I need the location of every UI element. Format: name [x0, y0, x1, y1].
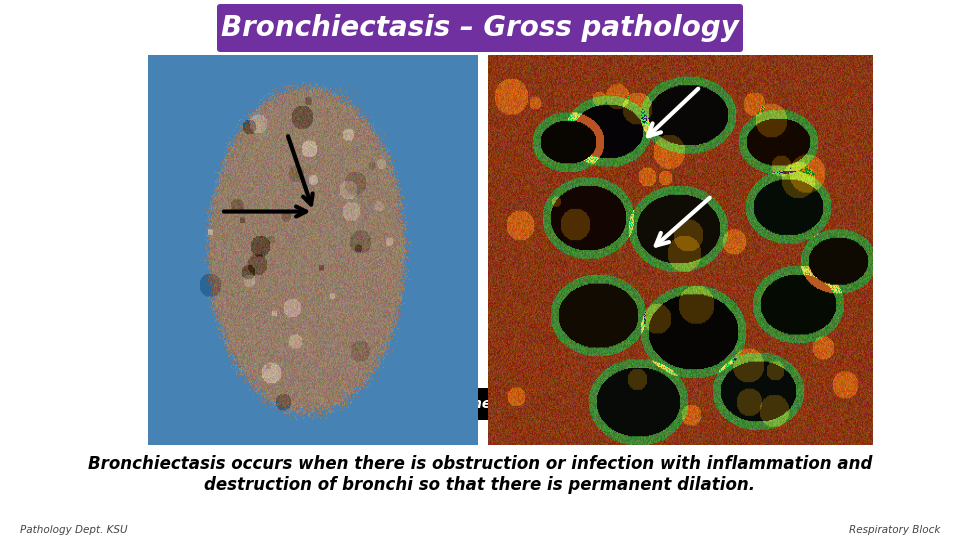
Text: Bronchiectasis – Gross pathology: Bronchiectasis – Gross pathology [221, 14, 739, 42]
Text: Bronchiectasis occurs when there is obstruction or infection with inflammation a: Bronchiectasis occurs when there is obst… [87, 455, 873, 473]
Text: destruction of bronchi so that there is permanent dilation.: destruction of bronchi so that there is … [204, 476, 756, 494]
FancyBboxPatch shape [217, 4, 743, 52]
Text: Pathology Dept. KSU: Pathology Dept. KSU [20, 525, 128, 535]
Text: Respiratory Block: Respiratory Block [849, 525, 940, 535]
FancyBboxPatch shape [410, 388, 585, 420]
Text: permanent dilation: permanent dilation [422, 397, 572, 411]
